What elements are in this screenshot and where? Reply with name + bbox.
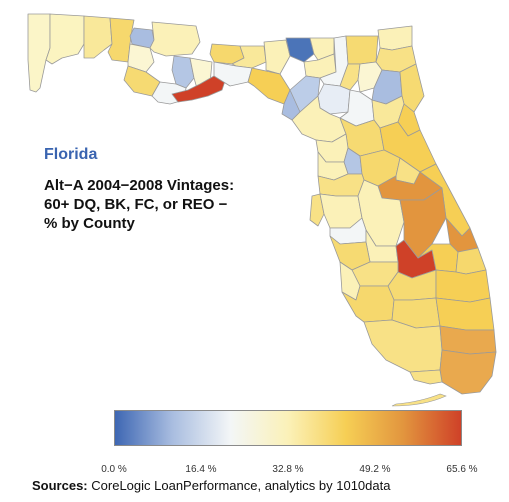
county-palm-beach[interactable] bbox=[435, 297, 495, 331]
county-pinellas[interactable] bbox=[309, 193, 325, 227]
subtitle-line: Alt−A 2004−2008 Vintages: bbox=[44, 177, 235, 194]
subtitle-line: % by County bbox=[44, 215, 135, 232]
legend-tick-label: 49.2 % bbox=[359, 464, 391, 475]
color-scale-legend bbox=[114, 410, 462, 446]
sources-text: CoreLogic LoanPerformance, analytics by … bbox=[91, 478, 391, 493]
florida-county-map bbox=[27, 13, 497, 407]
county-taylor[interactable] bbox=[247, 67, 291, 105]
county-jefferson[interactable] bbox=[263, 39, 291, 75]
county-monroe[interactable] bbox=[409, 369, 443, 385]
county-santa-rosa[interactable] bbox=[45, 13, 85, 65]
county-martin[interactable] bbox=[435, 269, 491, 303]
legend-tick-label: 0.0 % bbox=[101, 464, 127, 475]
county-baker[interactable] bbox=[345, 35, 379, 65]
county-st-lucie[interactable] bbox=[455, 247, 487, 275]
legend-gradient-bar bbox=[114, 410, 462, 446]
sources-label: Sources: bbox=[32, 478, 88, 493]
county-franklin[interactable] bbox=[171, 75, 227, 103]
legend-tick-label: 32.8 % bbox=[272, 464, 304, 475]
county-madison[interactable] bbox=[285, 37, 315, 63]
florida-keys bbox=[391, 393, 447, 407]
county-escambia[interactable] bbox=[27, 13, 51, 93]
legend-tick-label: 16.4 % bbox=[185, 464, 217, 475]
map-subtitle: Alt−A 2004−2008 Vintages: 60+ DQ, BK, FC… bbox=[44, 176, 304, 233]
county-miami-dade[interactable] bbox=[439, 349, 497, 395]
sources-note: Sources: CoreLogic LoanPerformance, anal… bbox=[32, 478, 390, 493]
state-title: Florida bbox=[44, 146, 98, 163]
subtitle-line: 60+ DQ, BK, FC, or REO − bbox=[44, 196, 228, 213]
county-broward[interactable] bbox=[439, 325, 497, 355]
legend-tick-label: 65.6 % bbox=[446, 464, 478, 475]
county-collier[interactable] bbox=[363, 319, 443, 373]
county-jackson[interactable] bbox=[149, 21, 201, 57]
legend-tick-labels: 0.0 % 16.4 % 32.8 % 49.2 % 65.6 % bbox=[101, 464, 477, 478]
county-nassau[interactable] bbox=[377, 25, 413, 51]
